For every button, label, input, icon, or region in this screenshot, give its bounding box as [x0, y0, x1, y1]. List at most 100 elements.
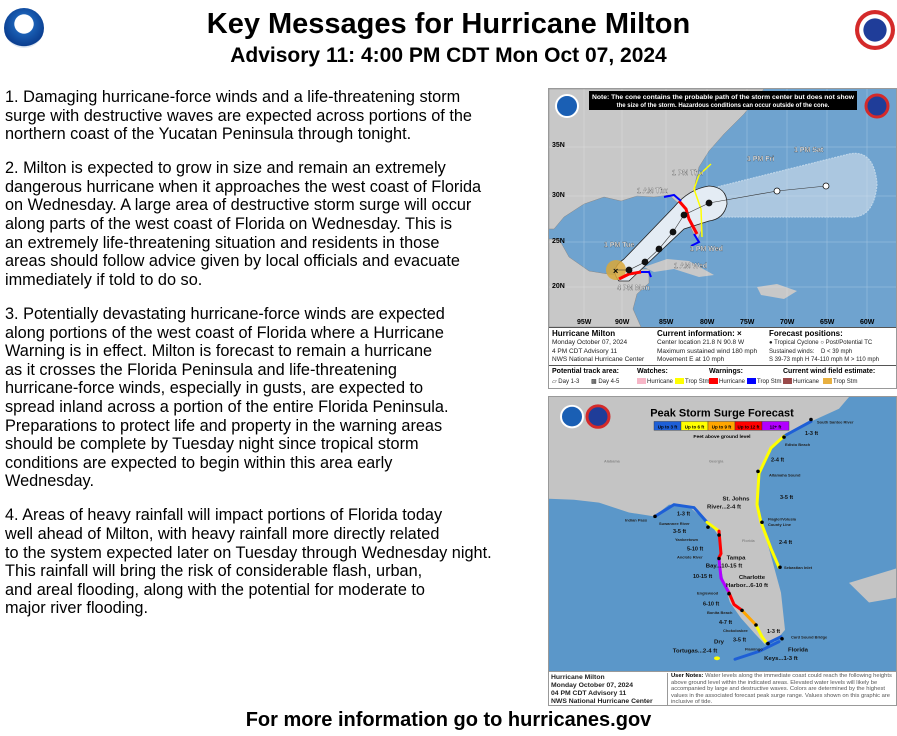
message-line: major river flooding.: [5, 599, 148, 618]
bay-label: St. Johns: [723, 497, 751, 503]
hurricane-watch-legend: Hurricane: [637, 378, 673, 386]
bay-label: Florida: [788, 647, 809, 653]
surge-info-panel: Hurricane Milton Monday October 07, 2024 0…: [549, 671, 896, 705]
tropical-cyclone-point: [655, 245, 663, 253]
tropical-cyclone-point: [625, 266, 633, 274]
breakpoint-marker: [782, 435, 786, 439]
message-line: 3. Potentially devastating hurricane-for…: [5, 304, 445, 323]
nws-logo: [585, 404, 611, 429]
breakpoint-marker: [780, 636, 784, 641]
key-message-3: 3. Potentially devastating hurricane-for…: [5, 305, 545, 491]
issuing-center: NWS National Hurricane Center: [552, 355, 645, 363]
surge-value-label: 1-3 ft: [805, 431, 818, 437]
post-tc-point: [773, 187, 781, 195]
sustained-label: Sustained winds:: [769, 348, 815, 355]
place-label: Englewood: [697, 591, 719, 596]
message-line: conditions are expected to begin within …: [5, 453, 393, 472]
breakpoint-marker: [717, 533, 721, 537]
issuing-center: NWS National Hurricane Center: [551, 698, 653, 705]
lon-label: 85W: [659, 319, 674, 326]
breakpoint-marker: [754, 623, 758, 627]
legend-swatch: [761, 421, 790, 431]
label: Trop Stm: [757, 379, 782, 385]
breakpoint-marker: [653, 514, 657, 519]
surge-value-label: 5-10 ft: [687, 547, 703, 553]
lon-label: 90W: [615, 319, 630, 326]
lat-label: 30N: [552, 192, 565, 199]
lon-label: 75W: [740, 319, 755, 326]
noaa-logo: [555, 94, 579, 118]
place-label: Chokoloskee: [723, 628, 749, 633]
message-line: northern coast of the Yucatan Peninsula …: [5, 125, 412, 144]
lon-label: 60W: [860, 319, 875, 326]
current-info-title: Current information: ×: [657, 329, 742, 338]
page-title: Key Messages for Hurricane Milton: [206, 8, 691, 40]
place-label: Sebastian Inlet: [784, 565, 813, 570]
forecast-time-label: 1 AM Wed: [674, 263, 707, 270]
grid: [549, 89, 896, 327]
note-line-2: the size of the storm. Hazardous conditi…: [617, 103, 830, 109]
place-label: Georgia: [709, 460, 724, 464]
label: Trop Stm: [685, 379, 710, 385]
key-messages: 1. Damaging hurricane-force winds and a …: [5, 88, 545, 633]
message-line: as it crosses the Florida Peninsula and …: [5, 360, 397, 379]
message-line: Wednesday.: [5, 472, 94, 491]
key-message-1: 1. Damaging hurricane-force winds and a …: [5, 88, 545, 144]
surge-value-label: 3-5 ft: [780, 495, 793, 501]
forecast-time-label: 1 PM Fri: [747, 156, 774, 163]
ts-watch-legend: Trop Stm: [675, 378, 709, 386]
surge-value-label: 10-15 ft: [693, 574, 712, 580]
forecast-time-label: 1 PM Wed: [690, 246, 723, 253]
storm-name: Hurricane Milton: [552, 329, 616, 338]
message-line: spread inland across a portion of the en…: [5, 397, 449, 416]
surge-value-label: 1-3 ft: [677, 511, 690, 517]
nws-logo: [864, 93, 890, 119]
forecast-positions: [625, 182, 830, 274]
cuba: [644, 259, 714, 277]
bay-label: Tortugas...2-4 ft: [673, 648, 717, 654]
lon-label: 70W: [780, 319, 795, 326]
message-line: well ahead of Milton, with heavy rainfal…: [5, 524, 440, 543]
lon-label: 65W: [820, 319, 835, 326]
label: Hurricane: [719, 379, 746, 385]
message-line: 2. Milton is expected to grow in size an…: [5, 159, 446, 178]
message-line: 4. Areas of heavy rainfall will impact p…: [5, 506, 443, 525]
message-line: along parts of the west coast of Florida…: [5, 215, 453, 234]
legend-label: Up to 12 ft: [738, 424, 760, 429]
ts-wind-legend: Trop Stm: [823, 378, 857, 386]
breakpoint-marker: [760, 520, 764, 525]
cone-forecast-map: × Note: The cone contains the probable p…: [548, 88, 897, 389]
hurricane-warning-legend: Hurricane: [709, 378, 745, 386]
hurricane-wind-legend: Hurricane: [783, 378, 819, 386]
surge-segment: [727, 591, 744, 612]
advisory-number: 4 PM CDT Advisory 11: [552, 347, 618, 355]
legend-label: Up to 6 ft: [685, 424, 705, 429]
bahamas-land: [849, 568, 896, 603]
message-line: Warning is in effect. Milton is forecast…: [5, 342, 433, 361]
surge-value-label: 4-7 ft: [719, 620, 732, 626]
place-label: Florida: [742, 539, 756, 543]
noaa-logo: [560, 404, 584, 429]
advisory-number: 04 PM CDT Advisory 11: [551, 690, 627, 697]
ts-warning-yucatan: [641, 271, 652, 278]
day4-5-legend: ▩ Day 4-5: [591, 379, 620, 385]
hurricane-warning-fl: [677, 200, 699, 235]
place-label: Flamingo: [745, 646, 763, 651]
shm-categories: S 39-73 mph H 74-110 mph M > 110 mph: [769, 356, 880, 363]
legend-caption: Feet above ground level: [693, 434, 751, 440]
storm-name: Hurricane Milton: [551, 674, 605, 681]
surge-value-label: 3-5 ft: [733, 638, 746, 644]
breakpoint-marker: [740, 608, 744, 613]
place-label: Alabama: [604, 460, 621, 464]
wind-field-ts: [606, 260, 626, 280]
surge-segment: [755, 434, 786, 569]
bay-label: River...2-4 ft: [707, 505, 741, 511]
label: Hurricane: [793, 379, 820, 385]
surge-map-graphic: Peak Storm Surge Forecast Up to 3 ft Up t…: [549, 397, 896, 671]
key-message-2: 2. Milton is expected to grow in size an…: [5, 159, 545, 289]
bay-label: Tampa: [727, 555, 747, 561]
legend-label: Up to 3 ft: [658, 424, 678, 429]
bay-label: Charlotte: [739, 575, 766, 581]
message-line: 1. Damaging hurricane-force winds and a …: [5, 88, 461, 106]
tc-legend: ● Tropical Cyclone: [769, 340, 819, 347]
